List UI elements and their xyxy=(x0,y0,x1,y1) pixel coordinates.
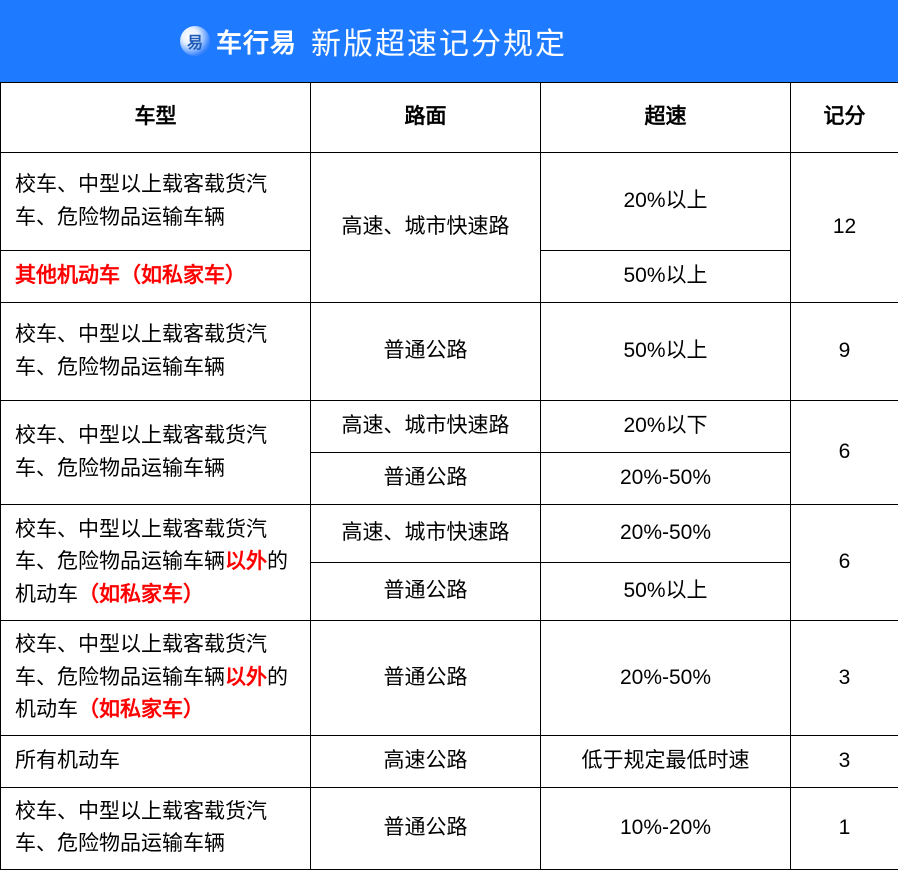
cell-speed: 10%-20% xyxy=(541,787,791,869)
cell-points: 6 xyxy=(791,505,898,621)
cell-road: 高速、城市快速路 xyxy=(311,153,541,303)
cell-road: 普通公路 xyxy=(311,787,541,869)
col-header-road: 路面 xyxy=(311,83,541,153)
cell-vehicle: 所有机动车 xyxy=(1,735,311,787)
vehicle-text-red: （如私家车） xyxy=(78,583,204,606)
cell-points: 3 xyxy=(791,621,898,736)
cell-vehicle: 校车、中型以上载客载货汽车、危险物品运输车辆以外的机动车（如私家车） xyxy=(1,621,311,736)
cell-speed: 20%-50% xyxy=(541,453,791,505)
cell-speed: 低于规定最低时速 xyxy=(541,735,791,787)
table-row: 校车、中型以上载客载货汽车、危险物品运输车辆 高速、城市快速路 20%以上 12 xyxy=(1,153,898,251)
cell-road: 普通公路 xyxy=(311,303,541,401)
cell-points: 12 xyxy=(791,153,898,303)
cell-points: 3 xyxy=(791,735,898,787)
globe-icon: 易 xyxy=(180,26,210,56)
cell-road: 高速、城市快速路 xyxy=(311,505,541,563)
logo-text: 车行易 xyxy=(216,23,297,60)
table-header-row: 车型 路面 超速 记分 xyxy=(1,83,898,153)
cell-points: 9 xyxy=(791,303,898,401)
cell-speed: 50%以上 xyxy=(541,251,791,303)
speeding-rules-table: 车型 路面 超速 记分 校车、中型以上载客载货汽车、危险物品运输车辆 高速、城市… xyxy=(0,82,898,870)
cell-road: 普通公路 xyxy=(311,453,541,505)
vehicle-text: 校车、中型以上载客载货汽车、危险物品运输车辆 xyxy=(15,424,267,480)
cell-road: 高速、城市快速路 xyxy=(311,401,541,453)
cell-points: 1 xyxy=(791,787,898,869)
cell-vehicle: 校车、中型以上载客载货汽车、危险物品运输车辆 xyxy=(1,153,311,251)
col-header-points: 记分 xyxy=(791,83,898,153)
cell-road: 普通公路 xyxy=(311,621,541,736)
cell-speed: 20%以下 xyxy=(541,401,791,453)
col-header-vehicle: 车型 xyxy=(1,83,311,153)
vehicle-text: 所有机动车 xyxy=(15,749,120,772)
cell-road: 高速公路 xyxy=(311,735,541,787)
cell-speed: 20%-50% xyxy=(541,505,791,563)
cell-road: 普通公路 xyxy=(311,563,541,621)
table-row: 所有机动车 高速公路 低于规定最低时速 3 xyxy=(1,735,898,787)
logo: 易 车行易 xyxy=(180,23,297,60)
vehicle-text: 其他机动车（如私家车） xyxy=(15,264,246,287)
col-header-speed: 超速 xyxy=(541,83,791,153)
table-row: 校车、中型以上载客载货汽车、危险物品运输车辆 普通公路 10%-20% 1 xyxy=(1,787,898,869)
page-title: 新版超速记分规定 xyxy=(311,19,567,63)
cell-vehicle: 其他机动车（如私家车） xyxy=(1,251,311,303)
cell-vehicle: 校车、中型以上载客载货汽车、危险物品运输车辆以外的机动车（如私家车） xyxy=(1,505,311,621)
page-header: 易 车行易 新版超速记分规定 xyxy=(0,0,898,82)
cell-speed: 20%以上 xyxy=(541,153,791,251)
vehicle-text-red: （如私家车） xyxy=(78,698,204,721)
vehicle-text: 校车、中型以上载客载货汽车、危险物品运输车辆 xyxy=(15,323,267,379)
table-row: 校车、中型以上载客载货汽车、危险物品运输车辆以外的机动车（如私家车） 高速、城市… xyxy=(1,505,898,563)
cell-speed: 50%以上 xyxy=(541,303,791,401)
table-row: 校车、中型以上载客载货汽车、危险物品运输车辆以外的机动车（如私家车） 普通公路 … xyxy=(1,621,898,736)
vehicle-text: 校车、中型以上载客载货汽车、危险物品运输车辆 xyxy=(15,800,267,856)
cell-speed: 50%以上 xyxy=(541,563,791,621)
vehicle-text-red: 以外 xyxy=(225,666,267,689)
cell-vehicle: 校车、中型以上载客载货汽车、危险物品运输车辆 xyxy=(1,787,311,869)
table-row: 校车、中型以上载客载货汽车、危险物品运输车辆 普通公路 50%以上 9 xyxy=(1,303,898,401)
cell-vehicle: 校车、中型以上载客载货汽车、危险物品运输车辆 xyxy=(1,303,311,401)
cell-points: 6 xyxy=(791,401,898,505)
vehicle-text-red: 以外 xyxy=(225,550,267,573)
cell-vehicle: 校车、中型以上载客载货汽车、危险物品运输车辆 xyxy=(1,401,311,505)
vehicle-text: 校车、中型以上载客载货汽车、危险物品运输车辆 xyxy=(15,173,267,229)
cell-speed: 20%-50% xyxy=(541,621,791,736)
table-row: 校车、中型以上载客载货汽车、危险物品运输车辆 高速、城市快速路 20%以下 6 xyxy=(1,401,898,453)
